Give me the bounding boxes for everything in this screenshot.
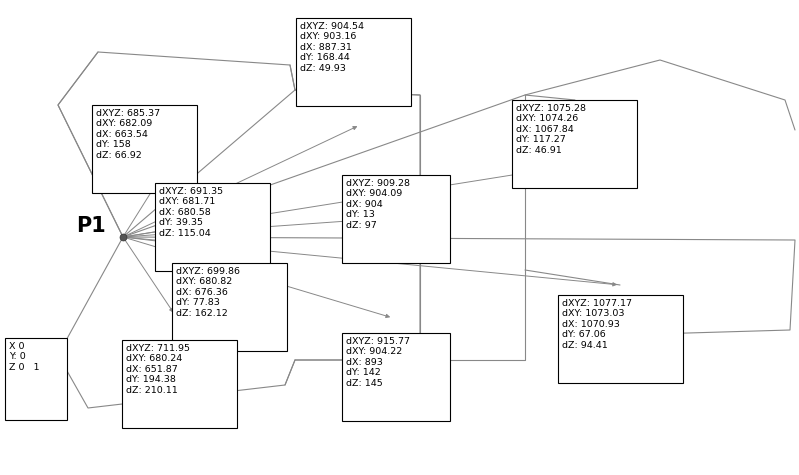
Text: dXYZ: 691.35
dXY: 681.71
dX: 680.58
dY: 39.35
dZ: 115.04: dXYZ: 691.35 dXY: 681.71 dX: 680.58 dY: …	[159, 187, 223, 238]
Text: dXYZ: 1077.17
dXY: 1073.03
dX: 1070.93
dY: 67.06
dZ: 94.41: dXYZ: 1077.17 dXY: 1073.03 dX: 1070.93 d…	[562, 299, 632, 350]
FancyBboxPatch shape	[92, 105, 197, 193]
FancyBboxPatch shape	[155, 183, 270, 271]
Text: dXYZ: 711.95
dXY: 680.24
dX: 651.87
dY: 194.38
dZ: 210.11: dXYZ: 711.95 dXY: 680.24 dX: 651.87 dY: …	[126, 344, 190, 395]
Text: dXYZ: 915.77
dXY: 904.22
dX: 893
dY: 142
dZ: 145: dXYZ: 915.77 dXY: 904.22 dX: 893 dY: 142…	[346, 337, 410, 388]
FancyBboxPatch shape	[172, 263, 287, 351]
FancyBboxPatch shape	[512, 100, 637, 188]
FancyBboxPatch shape	[342, 175, 450, 263]
FancyBboxPatch shape	[342, 333, 450, 421]
FancyBboxPatch shape	[5, 338, 67, 420]
Text: P1: P1	[76, 216, 105, 236]
FancyBboxPatch shape	[558, 295, 683, 383]
Text: dXYZ: 1075.28
dXY: 1074.26
dX: 1067.84
dY: 117.27
dZ: 46.91: dXYZ: 1075.28 dXY: 1074.26 dX: 1067.84 d…	[516, 104, 586, 154]
Text: dXYZ: 904.54
dXY: 903.16
dX: 887.31
dY: 168.44
dZ: 49.93: dXYZ: 904.54 dXY: 903.16 dX: 887.31 dY: …	[300, 22, 364, 73]
Text: dXYZ: 909.28
dXY: 904.09
dX: 904
dY: 13
dZ: 97: dXYZ: 909.28 dXY: 904.09 dX: 904 dY: 13 …	[346, 179, 410, 229]
Text: dXYZ: 699.86
dXY: 680.82
dX: 676.36
dY: 77.83
dZ: 162.12: dXYZ: 699.86 dXY: 680.82 dX: 676.36 dY: …	[176, 267, 240, 318]
Text: dXYZ: 685.37
dXY: 682.09
dX: 663.54
dY: 158
dZ: 66.92: dXYZ: 685.37 dXY: 682.09 dX: 663.54 dY: …	[96, 109, 160, 160]
FancyBboxPatch shape	[296, 18, 411, 106]
Text: X 0
Y: 0
Z 0   1: X 0 Y: 0 Z 0 1	[9, 342, 39, 372]
FancyBboxPatch shape	[122, 340, 237, 428]
